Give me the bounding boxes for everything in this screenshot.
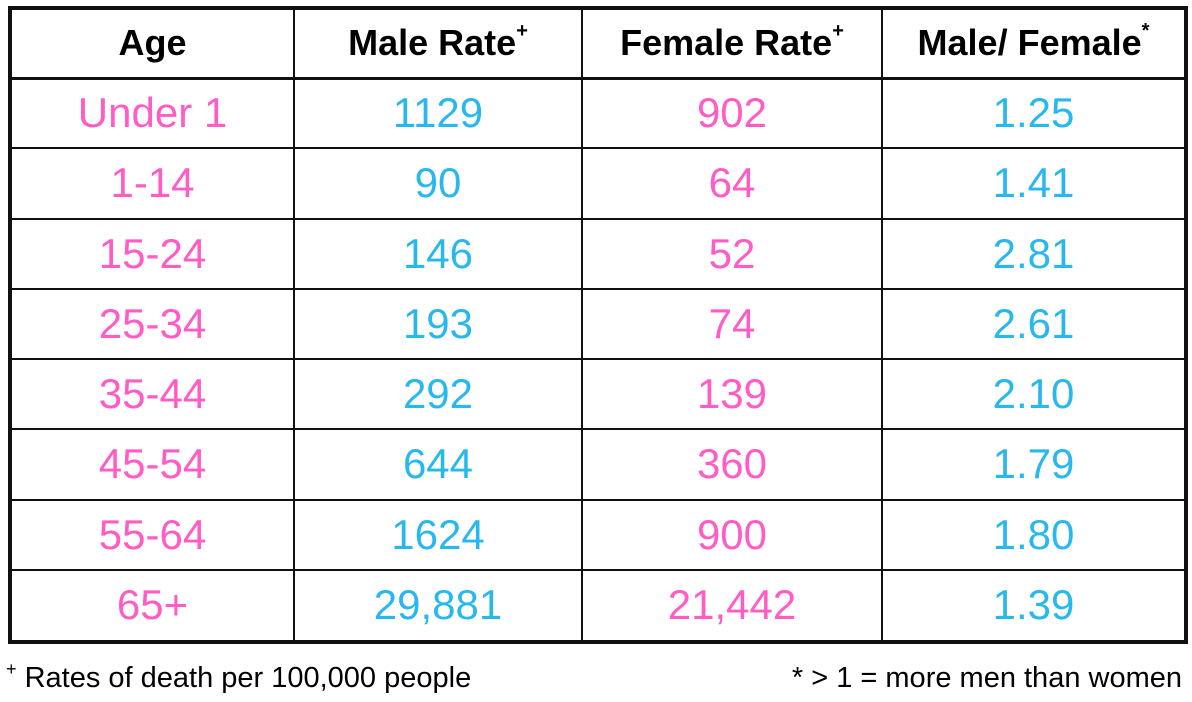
cell-age: 15-24 [12,217,294,289]
cell-female-rate: 902 [581,78,882,149]
cell-male-rate: 193 [293,287,582,359]
cell-male-rate: 1129 [293,78,582,149]
cell-age: 65+ [12,568,294,640]
cell-male-rate: 90 [293,147,582,219]
cell-male-female-ratio: 2.61 [881,287,1184,359]
cell-age: 45-54 [12,428,294,500]
cell-female-rate: 360 [581,428,882,500]
cell-male-female-ratio: 1.41 [881,147,1184,219]
cell-female-rate: 52 [581,217,882,289]
cell-male-rate: 292 [293,357,582,430]
cell-male-female-ratio: 2.10 [881,357,1184,430]
cell-male-rate: 29,881 [293,568,582,640]
cell-female-rate: 21,442 [581,568,882,640]
table-row: 1-14 90 64 1.41 [12,147,1184,219]
footnote-rates: + Rates of death per 100,000 people [6,659,472,694]
cell-male-female-ratio: 1.79 [881,428,1184,500]
cell-age: 1-14 [12,147,294,219]
table-row: 35-44 292 139 2.10 [12,357,1184,430]
cell-male-female-ratio: 1.39 [881,568,1184,640]
footnote-ratio: * > 1 = more men than women [791,662,1182,694]
cell-age: 55-64 [12,498,294,570]
table-header-row: Age Male Rate+ Female Rate+ Male/ Female… [12,10,1184,80]
cell-male-rate: 146 [293,217,582,289]
table-row: 15-24 146 52 2.81 [12,217,1184,289]
cell-female-rate: 139 [581,357,882,430]
cell-male-female-ratio: 1.25 [881,78,1184,149]
cell-female-rate: 74 [581,287,882,359]
table-row: 65+ 29,881 21,442 1.39 [12,568,1184,640]
mortality-rates-table: Age Male Rate+ Female Rate+ Male/ Female… [12,10,1184,640]
cell-male-female-ratio: 2.81 [881,217,1184,289]
mortality-table-frame: Age Male Rate+ Female Rate+ Male/ Female… [8,6,1188,644]
table-row: 55-64 1624 900 1.80 [12,498,1184,570]
table-row: 25-34 193 74 2.61 [12,287,1184,359]
header-male-rate: Male Rate+ [293,10,582,80]
cell-male-rate: 1624 [293,498,582,570]
cell-male-rate: 644 [293,428,582,500]
header-female-rate: Female Rate+ [581,10,882,80]
header-male-female-ratio: Male/ Female* [881,10,1184,80]
cell-female-rate: 900 [581,498,882,570]
table-row: 45-54 644 360 1.79 [12,428,1184,500]
cell-female-rate: 64 [581,147,882,219]
header-age: Age [12,10,294,80]
cell-male-female-ratio: 1.80 [881,498,1184,570]
cell-age: Under 1 [77,89,228,137]
cell-age: 25-34 [12,287,294,359]
table-row: Under 1 1129 902 1.25 [12,78,1184,149]
cell-age: 35-44 [12,357,294,430]
